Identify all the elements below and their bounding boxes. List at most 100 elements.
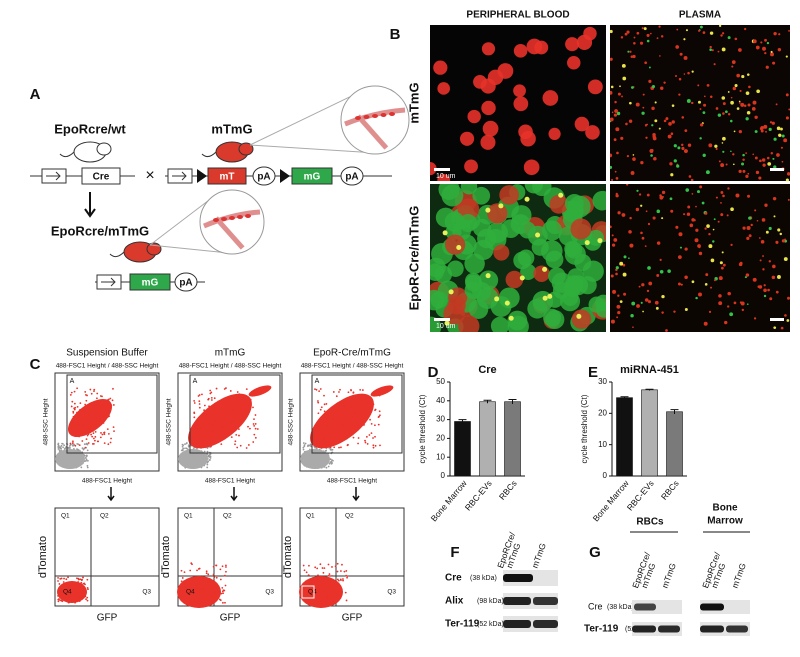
event	[213, 592, 216, 594]
event	[87, 433, 90, 436]
event-gray	[207, 460, 210, 463]
event	[239, 444, 242, 447]
cell-bright	[535, 232, 541, 238]
particle	[765, 65, 769, 69]
particle	[651, 85, 655, 89]
particle	[683, 38, 686, 41]
event	[359, 388, 362, 391]
particle	[721, 142, 724, 144]
particle	[636, 189, 639, 192]
particle	[777, 228, 781, 232]
row-label: EpoR-Cre/mTmG	[406, 206, 421, 311]
zoom-lines	[149, 199, 223, 253]
event	[58, 583, 61, 585]
event	[319, 428, 322, 431]
particle	[632, 154, 635, 156]
particle	[715, 147, 718, 150]
event-cloud-gray	[300, 449, 330, 469]
particle	[730, 207, 734, 212]
polya	[174, 272, 198, 292]
event	[57, 600, 60, 603]
event	[208, 577, 211, 580]
particle	[755, 45, 760, 50]
y-tick-label: 10	[598, 440, 607, 449]
event-gray	[206, 450, 209, 453]
event	[328, 573, 331, 575]
particle	[718, 25, 722, 28]
event-gray	[187, 444, 190, 447]
particle	[625, 122, 628, 126]
event	[63, 589, 66, 592]
cell-bright	[597, 238, 603, 244]
event	[345, 570, 348, 572]
particle	[763, 124, 768, 129]
event	[320, 406, 323, 409]
vessel-cell	[245, 214, 251, 218]
event	[192, 601, 195, 604]
event	[101, 395, 103, 398]
vessel-cell	[221, 217, 227, 221]
event	[208, 405, 210, 408]
cell	[465, 274, 483, 292]
particle	[611, 243, 616, 247]
event	[323, 435, 326, 438]
event	[342, 578, 344, 580]
event	[337, 588, 340, 591]
particle	[663, 81, 666, 84]
event	[206, 434, 208, 437]
particle	[643, 27, 647, 31]
cell-bright	[508, 315, 514, 321]
event	[302, 588, 304, 591]
cell	[524, 184, 544, 194]
event	[306, 579, 309, 582]
zoom-circle	[340, 85, 410, 155]
particle	[673, 144, 677, 148]
particle	[762, 255, 764, 257]
cell-bright	[524, 196, 530, 202]
particle	[670, 173, 674, 177]
cell	[549, 194, 569, 214]
particle	[773, 31, 777, 36]
particle	[706, 224, 710, 228]
particle	[614, 170, 617, 173]
down-arrow	[107, 487, 115, 502]
particle	[780, 146, 783, 149]
event	[238, 428, 240, 430]
particle	[763, 294, 767, 298]
scale-bar	[770, 318, 784, 321]
event	[88, 411, 91, 414]
event	[57, 594, 59, 597]
event	[207, 422, 210, 425]
particle	[710, 258, 715, 263]
event	[223, 388, 226, 390]
event-gray	[86, 459, 89, 462]
particle	[633, 41, 636, 45]
event	[374, 408, 377, 411]
event	[336, 578, 339, 581]
event	[307, 598, 310, 601]
particle	[711, 49, 714, 52]
event	[210, 391, 213, 394]
particle	[747, 194, 751, 198]
event	[194, 587, 197, 590]
event	[338, 391, 340, 393]
event	[245, 388, 248, 391]
particle	[633, 36, 636, 39]
cell	[576, 34, 593, 50]
cell-bright	[547, 293, 553, 299]
band-label: Alix	[445, 596, 464, 607]
particle	[627, 50, 630, 53]
event	[86, 586, 89, 589]
cell	[570, 218, 592, 240]
event	[197, 583, 200, 585]
event	[354, 412, 356, 414]
particle	[623, 292, 627, 296]
event	[181, 577, 184, 579]
particle	[703, 95, 706, 98]
event	[325, 403, 328, 405]
particle	[760, 41, 763, 44]
cell	[533, 265, 550, 282]
event	[92, 429, 95, 432]
particle	[756, 219, 759, 222]
event	[192, 591, 194, 593]
